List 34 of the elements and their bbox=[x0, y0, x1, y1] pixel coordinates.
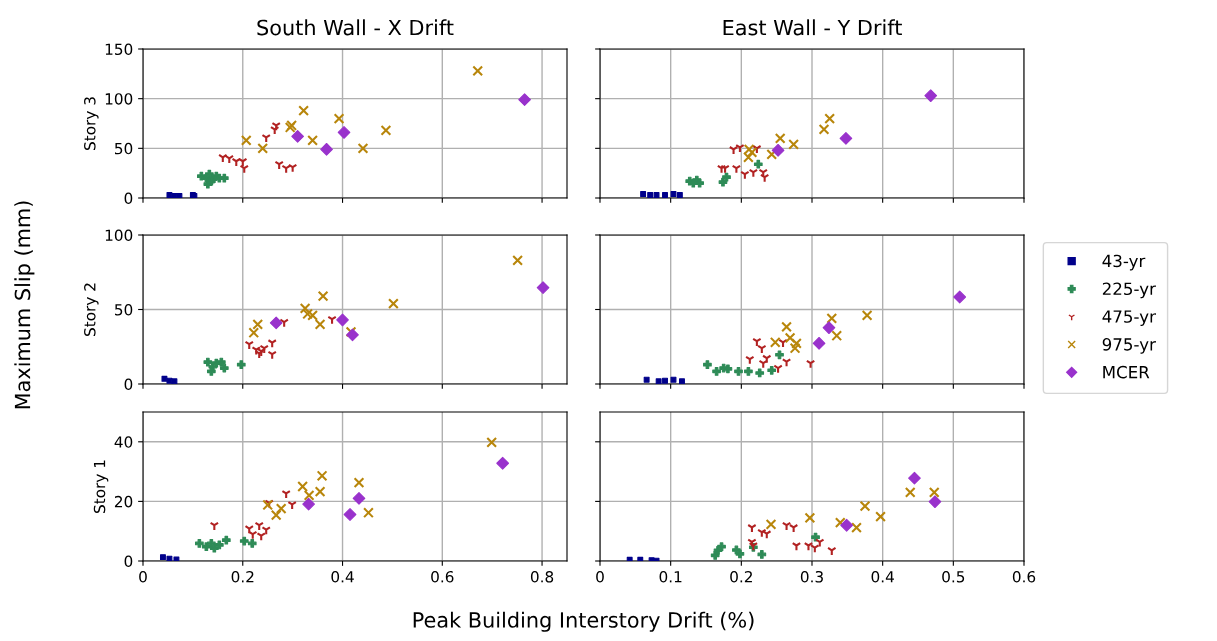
x-tick-label: 0.6 bbox=[1012, 570, 1036, 583]
legend-label: 225-yr bbox=[1102, 282, 1156, 299]
x-tick-label: 0.3 bbox=[800, 570, 823, 583]
legend-label: 43-yr bbox=[1102, 254, 1146, 271]
y-tick-label: 100 bbox=[105, 229, 133, 242]
x-tick-label: 0 bbox=[139, 570, 147, 583]
x-tick-label: 0.1 bbox=[659, 570, 682, 583]
x-tick-label: 0.8 bbox=[530, 570, 554, 583]
chart-title: East Wall - Y Drift bbox=[723, 19, 902, 36]
y-tick-label: 0 bbox=[124, 555, 133, 568]
y-tick-label: 0 bbox=[124, 378, 133, 391]
y-axis-title: Story 2 bbox=[84, 283, 99, 336]
text: Maximum Slip (mm) bbox=[14, 201, 35, 409]
legend-label: 475-yr bbox=[1102, 310, 1156, 327]
y-tick-label: 150 bbox=[105, 43, 133, 56]
y-tick-label: 20 bbox=[114, 495, 133, 508]
x-tick-label: 0.4 bbox=[871, 570, 894, 583]
y-tick-label: 50 bbox=[115, 303, 133, 316]
x-tick-label: 0.6 bbox=[431, 570, 454, 583]
x-tick-label: 0.4 bbox=[331, 570, 354, 583]
legend-label: 975-yr bbox=[1102, 338, 1156, 354]
legend-label: MCER bbox=[1103, 365, 1150, 379]
x-tick-label: 0.5 bbox=[942, 570, 965, 583]
x-tick-label: 0.2 bbox=[730, 570, 752, 583]
y-tick-label: 0 bbox=[124, 192, 133, 205]
x-tick-label: 0.2 bbox=[231, 570, 254, 583]
y-axis-title: Story 3 bbox=[84, 97, 99, 150]
chart-title: South Wall - X Drift bbox=[257, 19, 454, 36]
x-axis-title: Peak Building Interstory Drift (%) bbox=[413, 611, 754, 632]
y-axis-title: Story 1 bbox=[93, 460, 109, 513]
x-tick-label: 0 bbox=[596, 570, 604, 583]
y-tick-label: 50 bbox=[115, 142, 133, 155]
y-tick-label: 40 bbox=[114, 436, 133, 448]
y-tick-label: 100 bbox=[105, 93, 133, 105]
